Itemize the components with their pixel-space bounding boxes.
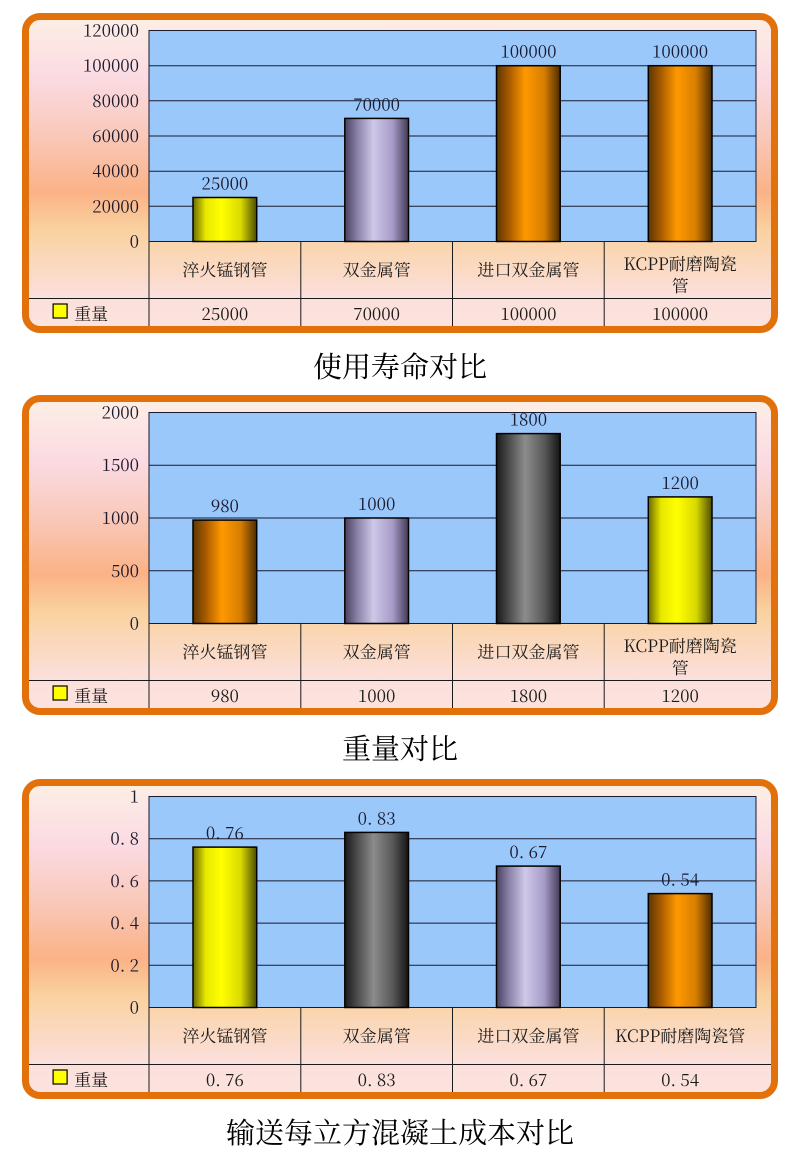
svg-text:0. 4: 0. 4: [110, 909, 139, 934]
svg-text:0. 6: 0. 6: [110, 867, 139, 892]
svg-text:0: 0: [130, 227, 139, 252]
svg-text:淬火锰钢管: 淬火锰钢管: [182, 1022, 267, 1047]
svg-text:1800: 1800: [510, 405, 547, 430]
svg-text:500: 500: [111, 557, 139, 582]
svg-text:70000: 70000: [353, 300, 400, 325]
svg-text:100000: 100000: [83, 51, 139, 76]
svg-text:双金属管: 双金属管: [343, 256, 411, 281]
svg-text:40000: 40000: [92, 157, 139, 182]
svg-text:100000: 100000: [652, 300, 708, 325]
svg-text:0. 83: 0. 83: [358, 1066, 396, 1091]
svg-text:管: 管: [672, 654, 689, 679]
svg-text:80000: 80000: [92, 86, 139, 111]
svg-text:0. 76: 0. 76: [206, 1066, 244, 1091]
svg-text:重量: 重量: [74, 300, 108, 325]
svg-text:70000: 70000: [353, 90, 400, 115]
svg-text:0: 0: [130, 994, 139, 1019]
svg-text:20000: 20000: [92, 192, 139, 217]
svg-text:1000: 1000: [358, 490, 395, 515]
svg-text:120000: 120000: [83, 16, 139, 41]
svg-text:0: 0: [130, 609, 139, 634]
svg-text:进口双金属管: 进口双金属管: [477, 1022, 579, 1047]
svg-text:1800: 1800: [510, 682, 547, 707]
svg-text:60000: 60000: [92, 122, 139, 147]
svg-text:管: 管: [672, 272, 689, 297]
svg-text:25000: 25000: [202, 300, 249, 325]
svg-text:淬火锰钢管: 淬火锰钢管: [182, 256, 267, 281]
svg-text:100000: 100000: [500, 37, 556, 62]
svg-text:100000: 100000: [652, 37, 708, 62]
svg-text:进口双金属管: 进口双金属管: [477, 256, 579, 281]
svg-text:100000: 100000: [500, 300, 556, 325]
svg-text:1000: 1000: [102, 504, 139, 529]
svg-text:重量: 重量: [74, 1066, 108, 1091]
svg-text:1000: 1000: [358, 682, 395, 707]
svg-text:0. 83: 0. 83: [358, 804, 396, 829]
svg-text:2000: 2000: [102, 398, 139, 423]
svg-text:KCPP耐磨陶瓷管: KCPP耐磨陶瓷管: [615, 1022, 745, 1047]
svg-text:980: 980: [211, 682, 239, 707]
svg-text:重量: 重量: [74, 682, 108, 707]
svg-text:1500: 1500: [102, 451, 139, 476]
svg-text:0. 8: 0. 8: [110, 825, 139, 850]
svg-text:0. 67: 0. 67: [509, 1066, 547, 1091]
svg-text:980: 980: [211, 492, 239, 517]
svg-text:0. 54: 0. 54: [661, 866, 700, 891]
svg-text:双金属管: 双金属管: [343, 1022, 411, 1047]
svg-text:0. 2: 0. 2: [110, 951, 139, 976]
svg-text:淬火锰钢管: 淬火锰钢管: [182, 638, 267, 663]
svg-text:0. 67: 0. 67: [509, 838, 547, 863]
svg-text:1200: 1200: [661, 682, 698, 707]
svg-text:1200: 1200: [661, 469, 698, 494]
svg-text:进口双金属管: 进口双金属管: [477, 638, 579, 663]
svg-text:0. 76: 0. 76: [206, 819, 244, 844]
svg-text:25000: 25000: [202, 169, 249, 194]
svg-text:0. 54: 0. 54: [661, 1066, 700, 1091]
svg-text:双金属管: 双金属管: [343, 638, 411, 663]
svg-text:1: 1: [130, 783, 139, 808]
